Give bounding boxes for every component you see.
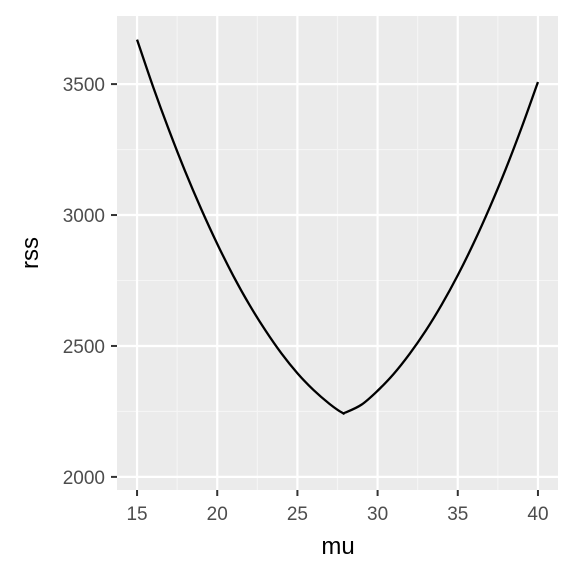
y-tick-label: 3500 (63, 75, 105, 96)
y-axis-title: rss (17, 237, 44, 269)
x-tick-label: 30 (367, 504, 388, 525)
x-tick-label: 20 (207, 504, 228, 525)
x-tick-label: 25 (287, 504, 308, 525)
x-tick-label: 40 (527, 504, 548, 525)
y-tick-labels: 2000 2500 3000 3500 (63, 75, 105, 489)
y-tick-label: 2000 (63, 468, 105, 489)
y-tick-label: 2500 (63, 337, 105, 358)
x-axis-title: mu (321, 533, 354, 560)
x-tick-label: 15 (126, 504, 147, 525)
y-tick-label: 3000 (63, 206, 105, 227)
x-tick-label: 35 (447, 504, 468, 525)
x-tick-labels: 15 20 25 30 35 40 (126, 504, 548, 525)
